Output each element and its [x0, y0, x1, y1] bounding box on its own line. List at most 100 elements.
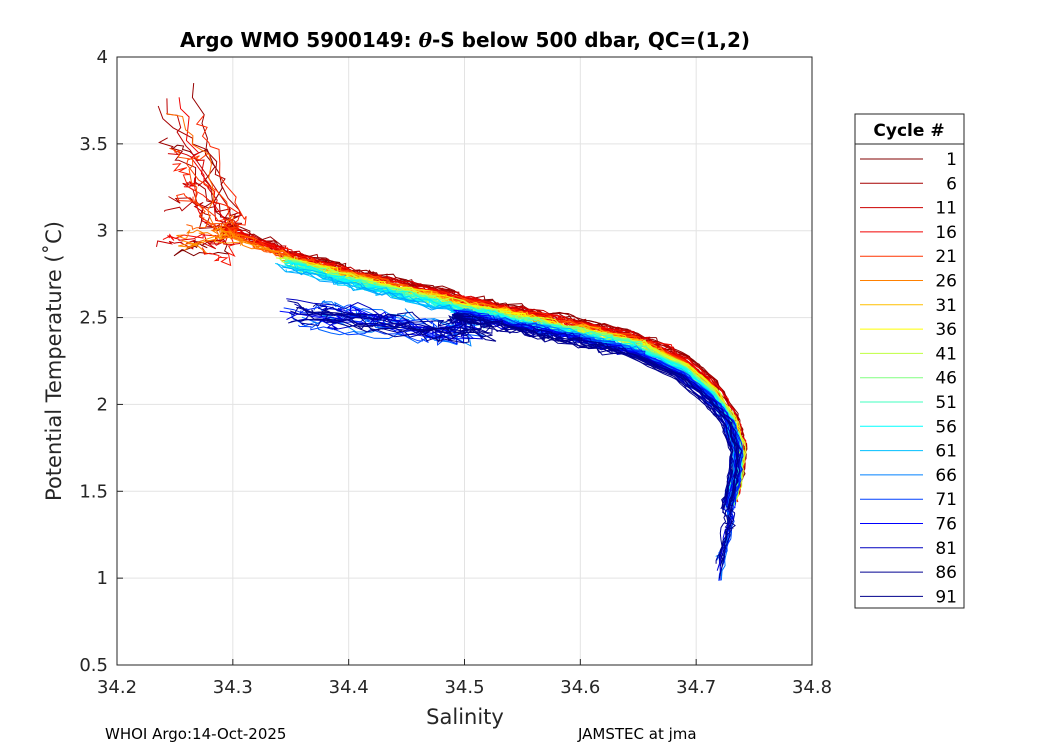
cycle-line-63: [276, 263, 737, 508]
legend-label-cycle-46: 46: [935, 369, 957, 389]
cycle-line-36: [283, 256, 742, 505]
cycle-line-56: [284, 262, 743, 507]
legend-label-cycle-41: 41: [935, 344, 957, 364]
cycle-line-52: [286, 265, 742, 507]
cycle-line-60: [275, 262, 736, 508]
x-axis-label: Salinity: [426, 705, 504, 729]
legend-label-cycle-51: 51: [935, 393, 957, 413]
legend-label-cycle-16: 16: [935, 223, 957, 243]
x-tick-label: 34.5: [444, 677, 484, 698]
cycle-line-51: [285, 262, 743, 507]
legend: Cycle # 16111621263136414651566166717681…: [854, 113, 965, 609]
x-tick-label: 34.6: [560, 677, 600, 698]
legend-label-cycle-11: 11: [935, 199, 957, 219]
cycle-line-48: [285, 259, 737, 506]
cycle-line-66: [301, 308, 739, 557]
cycle-line-55: [284, 260, 744, 507]
chart-title: Argo WMO 5900149: θ-S below 500 dbar, QC…: [180, 28, 750, 52]
x-tick-label: 34.7: [676, 677, 716, 698]
legend-label-cycle-36: 36: [935, 320, 957, 340]
cycle-line-38: [291, 256, 743, 505]
y-axis-label: Potential Temperature (˚C): [42, 221, 66, 501]
cycle-line-4: [191, 83, 747, 501]
cycle-line-90: [312, 303, 739, 567]
cycle-line-58: [282, 265, 737, 506]
cycle-line-65: [321, 309, 739, 508]
cycle-line-64: [281, 266, 736, 508]
cycle-line-59: [288, 263, 736, 507]
cycle-line-30: [289, 260, 744, 504]
y-tick-label: 3.5: [79, 134, 108, 155]
footer-source: WHOI Argo:14-Oct-2025: [105, 725, 287, 743]
cycle-line-40: [293, 263, 747, 506]
legend-label-cycle-66: 66: [935, 466, 957, 486]
legend-label-cycle-81: 81: [935, 539, 957, 559]
y-tick-label: 4: [97, 47, 108, 68]
cycle-line-46: [292, 259, 745, 506]
y-tick-labels: 0.5 1 1.5 2 2.5 3 3.5 4: [79, 47, 123, 676]
cycle-line-91: [296, 307, 732, 510]
cycle-line-88: [317, 307, 739, 564]
cycle-line-44: [283, 257, 738, 505]
legend-label-cycle-21: 21: [935, 247, 957, 267]
legend-title: Cycle #: [873, 121, 944, 141]
cycle-line-75: [318, 311, 744, 559]
legend-label-cycle-71: 71: [935, 490, 957, 510]
cycle-line-49: [284, 264, 742, 507]
cycle-line-71: [313, 304, 744, 557]
cycle-line-41: [284, 256, 744, 505]
footer-credit: JAMSTEC at jma: [578, 725, 697, 743]
cycle-line-72: [298, 312, 743, 509]
cycle-line-50: [289, 259, 743, 505]
cycle-line-69: [290, 309, 739, 508]
cycle-line-76: [279, 309, 736, 508]
cycle-line-53: [285, 264, 739, 507]
legend-label-cycle-6: 6: [946, 174, 957, 194]
legend-box: [854, 113, 965, 609]
y-tick-label: 2.5: [79, 308, 108, 329]
legend-label-cycle-31: 31: [935, 296, 957, 316]
cycle-line-45: [287, 258, 736, 505]
x-tick-label: 34.8: [792, 677, 832, 698]
cycle-line-54: [287, 259, 739, 507]
legend-label-cycle-76: 76: [935, 515, 957, 535]
cycle-line-39: [276, 257, 736, 505]
cycle-line-78: [322, 307, 740, 581]
y-tick-label: 0.5: [79, 655, 108, 676]
grid-lines: [116, 56, 813, 666]
legend-label-cycle-91: 91: [935, 587, 957, 607]
cycle-line-43: [283, 257, 738, 505]
cycle-line-33: [281, 261, 742, 505]
cycle-line-31: [284, 255, 744, 504]
cycle-line-37: [282, 257, 738, 504]
cycle-line-89: [287, 300, 734, 579]
cycle-line-67: [321, 301, 741, 577]
cycle-line-57: [291, 263, 743, 507]
legend-label-cycle-1: 1: [946, 150, 957, 170]
legend-label-cycle-86: 86: [935, 563, 957, 583]
legend-label-cycle-61: 61: [935, 442, 957, 462]
y-tick-label: 1.5: [79, 481, 108, 502]
cycle-line-92: [288, 314, 736, 561]
cycle-line-68: [319, 300, 738, 581]
x-tick-label: 34.2: [97, 677, 137, 698]
x-tick-label: 34.3: [213, 677, 253, 698]
x-tick-labels: 34.2 34.3 34.4 34.5 34.6 34.7 34.8: [97, 659, 832, 698]
y-tick-label: 3: [97, 221, 108, 242]
cycle-line-47: [284, 259, 744, 506]
legend-label-cycle-56: 56: [935, 417, 957, 437]
x-tick-label: 34.4: [329, 677, 369, 698]
cycle-line-86: [288, 306, 739, 564]
y-tick-label: 1: [97, 568, 108, 589]
cycle-line-84: [291, 313, 735, 509]
cycle-line-81: [326, 313, 743, 509]
cycle-line-79: [286, 312, 737, 508]
cycle-line-61: [284, 264, 741, 507]
series-lines: [156, 83, 748, 581]
cycle-line-34: [293, 260, 744, 505]
cycle-line-29: [290, 259, 741, 503]
cycle-line-42: [278, 257, 738, 506]
cycle-line-87: [290, 310, 740, 510]
